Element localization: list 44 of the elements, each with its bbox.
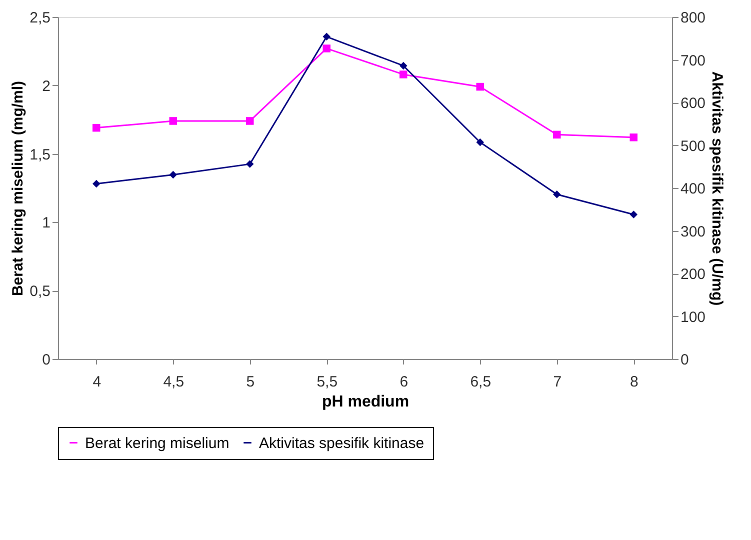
point <box>553 130 561 139</box>
legend-label: Aktivitas spesifik kitinase <box>259 434 424 452</box>
point <box>476 138 484 146</box>
y2-tick-label: 800 <box>680 10 706 26</box>
point <box>400 62 408 70</box>
point <box>400 70 408 78</box>
x-tick-label: 4,5 <box>163 374 184 390</box>
point <box>92 180 100 188</box>
x-tick-label: 4 <box>92 374 102 390</box>
y-tick-label: 1 <box>42 214 50 232</box>
y2-tick-label: 700 <box>680 52 706 70</box>
point <box>92 124 100 132</box>
point <box>246 160 254 168</box>
x-tick-label: 6 <box>400 374 408 390</box>
y-tick-label: 1,5 <box>30 146 50 164</box>
point <box>322 44 330 52</box>
y2-tick-label: 300 <box>680 223 706 240</box>
y2-tick-label: 600 <box>680 95 706 112</box>
y2-tick-label: 100 <box>680 308 706 326</box>
point <box>476 82 484 91</box>
y2-tick-label: 200 <box>680 266 706 283</box>
y2-tick-label: 0 <box>680 352 689 368</box>
point <box>630 210 638 218</box>
y2-tick-label: 400 <box>680 180 706 198</box>
point <box>246 117 254 125</box>
x-tick-label: 5 <box>246 374 255 390</box>
point <box>553 190 561 198</box>
y2-tick-label: 500 <box>680 138 706 155</box>
x-tick-label: 8 <box>630 374 638 390</box>
point <box>169 170 177 179</box>
y2-axis-title: Aktivitas spesifik kitinase (U/mg) <box>708 71 726 306</box>
y-tick-label: 0,5 <box>30 283 50 300</box>
point <box>169 117 177 125</box>
x-tick-label: 7 <box>553 374 562 390</box>
y-tick-label: 2,5 <box>30 10 50 26</box>
legend-label: Berat kering miselium <box>85 434 230 452</box>
x-tick-label: 5,5 <box>316 374 338 390</box>
point <box>630 134 638 142</box>
point <box>322 32 330 41</box>
y-tick-label: 2 <box>42 78 50 95</box>
y-tick-label: 0 <box>42 352 50 368</box>
y-axis-title: Berat kering miselium (mg/ml) <box>10 80 27 296</box>
x-axis-title: pH medium <box>322 394 410 410</box>
x-tick-label: 6,5 <box>470 374 492 390</box>
